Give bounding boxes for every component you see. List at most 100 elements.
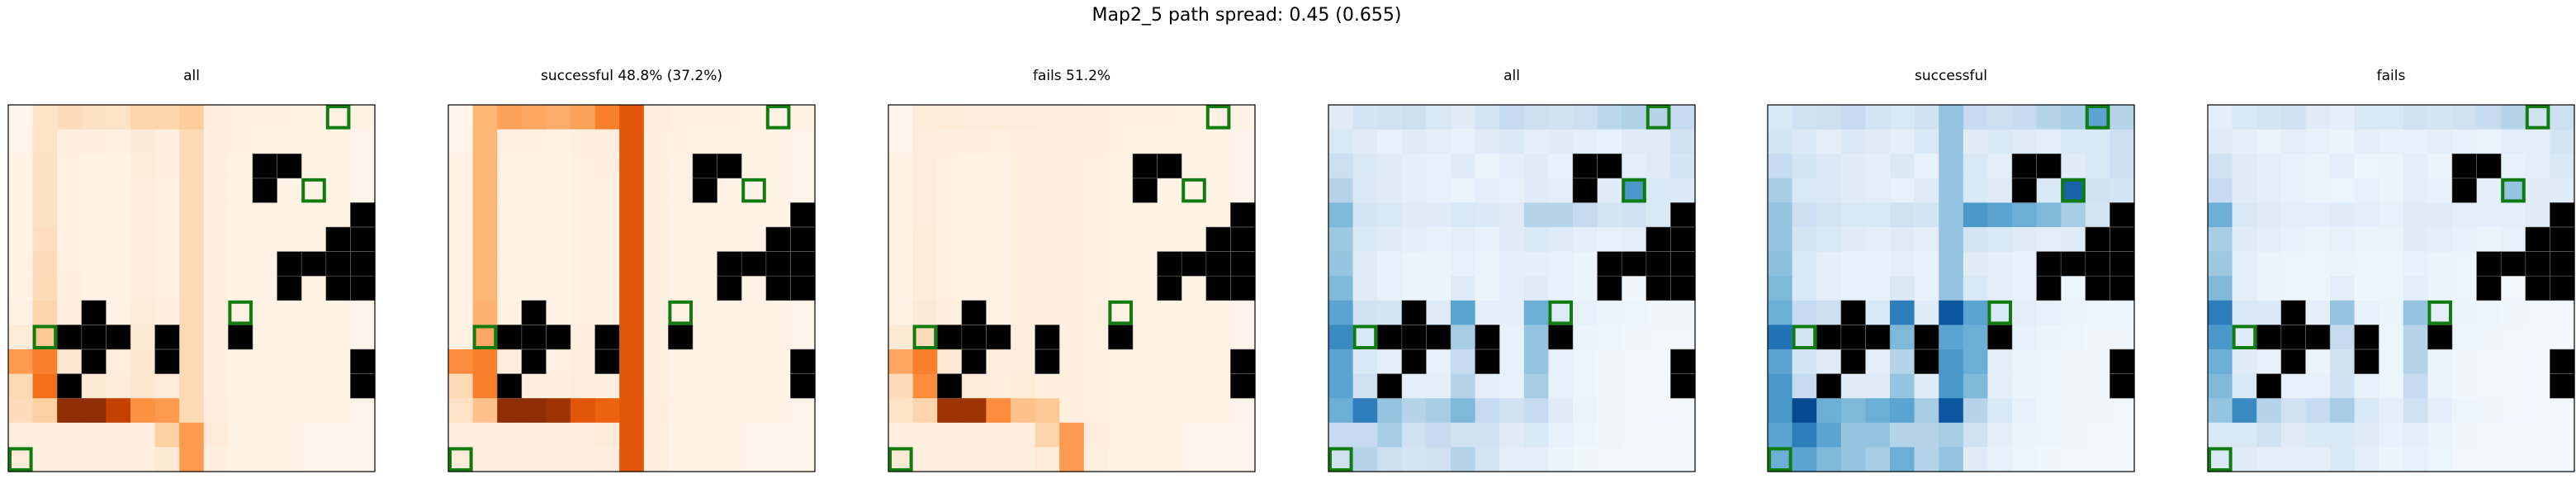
heatmap-cell (1011, 154, 1036, 179)
heatmap-cell (1597, 398, 1622, 424)
heatmap-cell (1401, 373, 1427, 399)
wall-cell (2501, 251, 2526, 277)
goal-marker (1181, 178, 1206, 203)
heatmap-cell (2501, 276, 2526, 301)
wall-cell (2476, 276, 2502, 301)
heatmap-cell (1475, 373, 1500, 399)
wall-cell (350, 251, 376, 277)
heatmap-cell (1059, 178, 1085, 203)
heatmap-cell (1987, 447, 2013, 472)
heatmap-cell (717, 349, 742, 375)
heatmap-cell (571, 422, 596, 448)
heatmap-cell (1670, 105, 1696, 130)
heatmap-cell (1083, 447, 1109, 472)
heatmap-cell (2501, 447, 2526, 472)
wall-cell-outline (1840, 349, 1866, 374)
heatmap-cell (2256, 105, 2282, 130)
heatmap-cell (2476, 373, 2502, 399)
heatmap-cell (1768, 202, 1793, 228)
heatmap-cell (1573, 300, 1598, 325)
heatmap-cell (2256, 349, 2282, 375)
heatmap-cell (1523, 154, 1549, 179)
heatmap-panel: all (7, 68, 376, 472)
heatmap-cell (2305, 300, 2331, 325)
heatmap-cell (571, 178, 596, 203)
heatmap-cell (2427, 202, 2453, 228)
heatmap-cell (1377, 202, 1403, 228)
heatmap-cell (106, 154, 131, 179)
heatmap-cell (497, 276, 523, 301)
wall-cell (1205, 251, 1231, 277)
heatmap-cell (912, 251, 938, 277)
heatmap-cell (1622, 398, 1647, 424)
heatmap-cell (1426, 447, 1451, 472)
wall-cell-outline (1475, 349, 1500, 374)
heatmap-cell (2354, 129, 2379, 154)
heatmap-cell (693, 325, 718, 350)
heatmap-cell (937, 251, 963, 277)
heatmap-cell (1939, 105, 1964, 130)
heatmap-cell (1011, 178, 1036, 203)
heatmap-cell (8, 398, 34, 424)
wall-cell-outline (2354, 349, 2379, 374)
wall-cell (2550, 349, 2575, 375)
heatmap-cell (643, 373, 669, 399)
heatmap-cell (2476, 202, 2502, 228)
heatmap-cell (2501, 422, 2526, 448)
wall-cell (1401, 349, 1427, 375)
heatmap-cell (1573, 276, 1598, 301)
heatmap-cell (57, 129, 83, 154)
wall-cell (325, 227, 351, 253)
heatmap-cell (2427, 447, 2453, 472)
heatmap-cell (1865, 276, 1891, 301)
heatmap-cell (2208, 202, 2233, 228)
heatmap-panel: all (1328, 68, 1696, 472)
heatmap-cell (1890, 154, 1915, 179)
heatmap-cell (1840, 398, 1866, 424)
wall-cell-outline (81, 349, 107, 374)
heatmap-cell (1865, 447, 1891, 472)
heatmap-cell (1328, 300, 1354, 325)
heatmap-cell (594, 300, 620, 325)
heatmap-cell (350, 422, 376, 448)
heatmap-cell (741, 447, 767, 472)
heatmap-cell (2403, 398, 2428, 424)
heatmap-cell (2452, 227, 2478, 253)
wall-cell (741, 251, 767, 277)
heatmap-cell (571, 105, 596, 130)
heatmap-cell (2208, 178, 2233, 203)
wall-cell (1573, 154, 1598, 179)
heatmap-cell (2232, 251, 2257, 277)
heatmap-cell (546, 300, 571, 325)
heatmap-cell (1939, 349, 1964, 375)
heatmap-cell (1011, 276, 1036, 301)
heatmap-cell (2208, 129, 2233, 154)
heatmap-cell (1840, 202, 1866, 228)
heatmap-cell (1328, 251, 1354, 277)
wall-cell (277, 251, 302, 277)
heatmap-cell (1670, 422, 1696, 448)
heatmap-cell (57, 105, 83, 130)
heatmap-cell (1451, 325, 1476, 350)
heatmap-cell (1816, 105, 1842, 130)
heatmap-cell (32, 325, 58, 350)
heatmap-cell (1328, 227, 1354, 253)
heatmap-cell (203, 300, 229, 325)
heatmap-cell (546, 373, 571, 399)
heatmap-cell (1059, 422, 1085, 448)
heatmap-cell (1963, 202, 1988, 228)
heatmap-cell (350, 300, 376, 325)
heatmap-cell (1352, 105, 1378, 130)
wall-cell (790, 251, 816, 277)
heatmap-cell (1475, 422, 1500, 448)
heatmap-cell (57, 251, 83, 277)
heatmap-cell (643, 105, 669, 130)
heatmap-cell (643, 349, 669, 375)
heatmap-cell (937, 276, 963, 301)
heatmap-cell (619, 178, 645, 203)
heatmap-cell (986, 129, 1011, 154)
heatmap-cell (448, 276, 474, 301)
heatmap-cell (961, 105, 987, 130)
heatmap-cell (179, 447, 205, 472)
heatmap-cell (1840, 227, 1866, 253)
